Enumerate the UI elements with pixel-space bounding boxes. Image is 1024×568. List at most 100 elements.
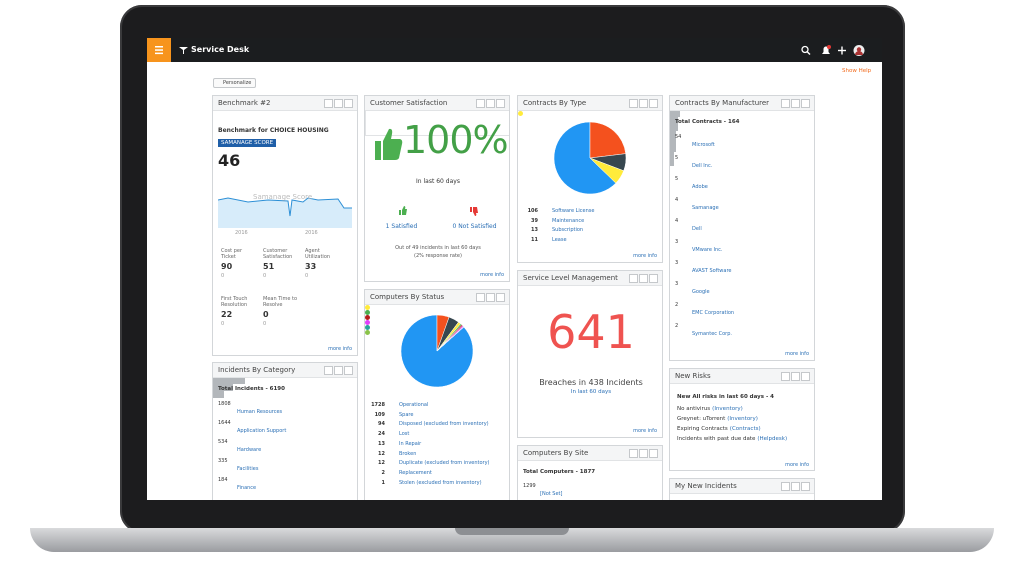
widget-button[interactable] xyxy=(324,366,333,375)
show-help-link[interactable]: Show Help xyxy=(842,68,872,74)
widget-button[interactable] xyxy=(781,482,790,491)
risk-item: Greynet: uTorrent (Inventory) xyxy=(677,416,758,422)
widget-title: Customer Satisfaction xyxy=(370,99,448,107)
bar xyxy=(670,145,676,152)
widget-button[interactable] xyxy=(486,293,495,302)
metric-value: 90 xyxy=(221,262,233,271)
bar xyxy=(670,117,678,124)
bar-count: 3 xyxy=(675,260,679,266)
widget-button[interactable] xyxy=(639,449,648,458)
bar-count: 3 xyxy=(675,281,679,287)
bar-label[interactable]: Dell xyxy=(692,226,702,232)
risk-link[interactable]: (Inventory) xyxy=(712,406,743,412)
widget-button[interactable] xyxy=(496,99,505,108)
widget-button[interactable] xyxy=(801,99,810,108)
menu-icon xyxy=(155,46,163,55)
legend-label[interactable]: Spare xyxy=(399,411,414,418)
bar xyxy=(670,124,678,131)
legend-label[interactable]: Maintenance xyxy=(552,217,585,224)
legend-label[interactable]: Software License xyxy=(552,208,595,214)
bar-count: 534 xyxy=(218,439,228,445)
bar-label[interactable]: Samanage xyxy=(692,205,719,211)
widget-button[interactable] xyxy=(324,99,333,108)
widget-button[interactable] xyxy=(486,99,495,108)
widget-button[interactable] xyxy=(629,274,638,283)
metric-sub: 0 xyxy=(305,273,309,279)
legend-label[interactable]: Subscription xyxy=(552,227,584,234)
more-info-link[interactable]: more info xyxy=(480,272,504,278)
risk-link[interactable]: (Inventory) xyxy=(727,416,758,422)
more-info-link[interactable]: more info xyxy=(633,428,657,434)
widget-button[interactable] xyxy=(476,99,485,108)
more-info-link[interactable]: more info xyxy=(328,346,352,352)
not-satisfied-label[interactable]: 0 Not Satisfied xyxy=(452,223,497,230)
widget-button[interactable] xyxy=(781,372,790,381)
bar-label[interactable]: AVAST Software xyxy=(692,268,732,274)
widget-button[interactable] xyxy=(791,99,800,108)
bar-label[interactable]: Dell Inc. xyxy=(692,163,713,169)
widget-button[interactable] xyxy=(649,274,658,283)
more-info-link[interactable]: more info xyxy=(633,253,657,259)
more-info-link[interactable]: more info xyxy=(785,462,809,468)
response-rate: (2% response rate) xyxy=(414,253,462,259)
legend-dot xyxy=(365,320,370,325)
bar-label[interactable]: Application Support xyxy=(237,428,287,434)
legend-label[interactable]: Operational xyxy=(399,402,429,408)
bar-label[interactable]: Microsoft xyxy=(692,142,715,148)
widget-header: Computers By Status xyxy=(365,290,509,305)
risk-text: Greynet: uTorrent xyxy=(677,416,726,422)
widget: Computers By Site Total Computers - 1877 1… xyxy=(517,445,663,500)
widget-button[interactable] xyxy=(496,293,505,302)
widget-button[interactable] xyxy=(649,449,658,458)
widget-button[interactable] xyxy=(801,482,810,491)
widget-title: Computers By Site xyxy=(523,449,589,457)
widget-button[interactable] xyxy=(649,99,658,108)
legend-count: 2 xyxy=(381,469,385,476)
widget-button[interactable] xyxy=(344,99,353,108)
widget-button[interactable] xyxy=(791,372,800,381)
bar-label[interactable]: Adobe xyxy=(692,184,708,190)
widget-button[interactable] xyxy=(344,366,353,375)
legend-label[interactable]: Duplicate (excluded from inventory) xyxy=(399,460,490,467)
widget-button[interactable] xyxy=(334,366,343,375)
widget-button[interactable] xyxy=(781,99,790,108)
bar-label[interactable]: Hardware xyxy=(237,447,262,453)
legend-label[interactable]: Lost xyxy=(399,431,410,438)
widget-button[interactable] xyxy=(629,449,638,458)
bar-label[interactable]: Symantec Corp. xyxy=(692,331,732,337)
bar-label[interactable]: Google xyxy=(692,289,710,295)
risk-link[interactable]: (Helpdesk) xyxy=(757,436,788,442)
bar-label[interactable]: EMC Corporation xyxy=(692,310,735,316)
bar-count: 1644 xyxy=(218,420,231,426)
personalize-button[interactable]: Personalize xyxy=(213,78,257,88)
widget-button[interactable] xyxy=(791,482,800,491)
bar-label[interactable]: Human Resources xyxy=(237,409,283,415)
bar-count: 184 xyxy=(218,477,228,483)
legend-label[interactable]: Disposed (excluded from inventory) xyxy=(399,421,489,428)
bar-label[interactable]: [Not Set] xyxy=(540,491,563,497)
widget-button[interactable] xyxy=(334,99,343,108)
legend-label[interactable]: Stolen (excluded from inventory) xyxy=(399,479,482,486)
widget-button[interactable] xyxy=(639,99,648,108)
screen: Service Desk Show Help Personalize Bench… xyxy=(147,38,882,500)
bar-label[interactable]: Facilities xyxy=(237,466,259,472)
legend-label[interactable]: Lease xyxy=(552,237,567,244)
risk-link[interactable]: (Contracts) xyxy=(729,426,761,432)
legend-label[interactable]: Replacement xyxy=(399,469,432,476)
widget-button[interactable] xyxy=(629,99,638,108)
header-icons[interactable] xyxy=(801,45,881,57)
widget-title: My New Incidents xyxy=(675,482,737,490)
widget-header: My New Incidents xyxy=(670,479,814,494)
app-title: Service Desk xyxy=(191,45,250,54)
satisfied-label[interactable]: 1 Satisfied xyxy=(385,223,418,230)
more-info-link[interactable]: more info xyxy=(785,351,809,357)
legend-label[interactable]: In Repair xyxy=(399,440,422,447)
legend-label[interactable]: Broken xyxy=(399,450,417,457)
widget-button[interactable] xyxy=(476,293,485,302)
widget-button[interactable] xyxy=(801,372,810,381)
widget-button[interactable] xyxy=(639,274,648,283)
menu-button[interactable] xyxy=(147,38,171,62)
legend-dot xyxy=(365,305,370,310)
bar-label[interactable]: Finance xyxy=(237,485,257,491)
bar-label[interactable]: VMware Inc. xyxy=(692,247,723,253)
